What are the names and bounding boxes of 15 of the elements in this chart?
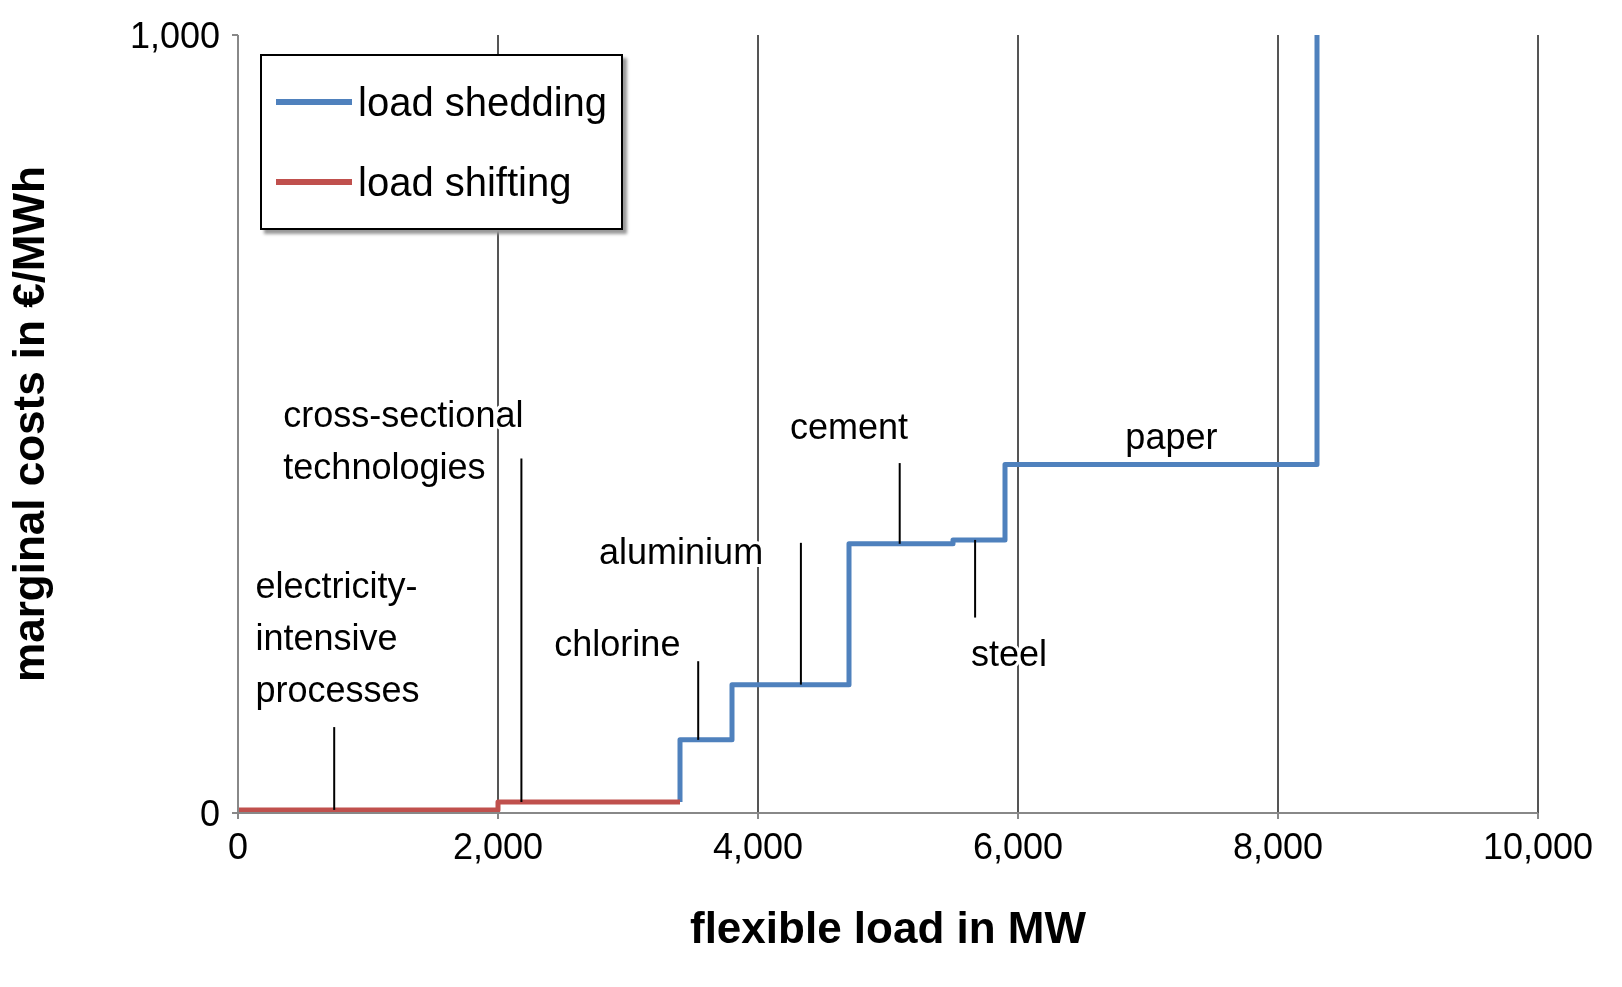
annotation: chlorine [554,623,681,665]
y-axis-title: marginal costs in €/MWh [3,166,53,682]
x-tick-label: 0 [227,825,249,867]
x-tick-label: 2,000 [452,825,544,867]
legend-label: load shedding [358,79,608,125]
x-tick-label: 6,000 [972,825,1064,867]
x-tick-label: 4,000 [712,825,804,867]
x-axis-title: flexible load in MW [689,903,1087,952]
legend-label: load shifting [358,159,572,205]
annotation: electricity- intensive processes [255,564,420,710]
x-tick-label: 8,000 [1232,825,1324,867]
annotation: paper [1125,415,1218,457]
y-tick-label: 1,000 [129,14,220,56]
x-tick-label: 10,000 [1482,825,1594,867]
annotation: cement [789,406,909,448]
